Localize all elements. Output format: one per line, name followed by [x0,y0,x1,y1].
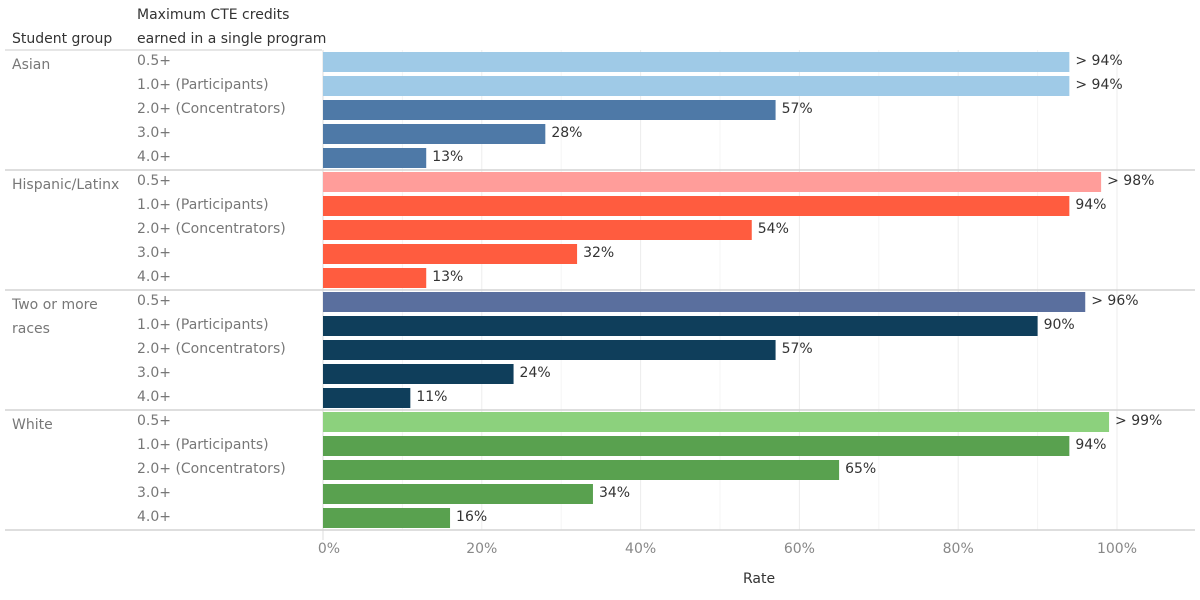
category-label: 3.0+ [137,485,171,501]
bar [323,100,776,120]
data-label: > 94% [1075,53,1123,69]
category-label: 0.5+ [137,413,171,429]
category-label: 3.0+ [137,125,171,141]
bar [323,220,752,240]
bar [323,148,427,168]
category-label: 0.5+ [137,293,171,309]
data-label: 16% [456,509,488,525]
data-label: 28% [551,125,583,141]
category-label: 4.0+ [137,269,171,285]
data-label: 34% [598,485,631,501]
x-tick-label: 40% [625,541,657,557]
data-label: 54% [757,221,789,237]
data-label: 13% [432,149,464,165]
data-label: > 96% [1091,293,1139,309]
category-label: 0.5+ [137,173,171,189]
bar [323,244,578,264]
bar [323,460,840,480]
bar [323,484,593,504]
group-label: White [12,417,53,433]
category-label: 2.0+ (Concentrators) [137,341,286,357]
bar [323,316,1038,336]
category-label: 4.0+ [137,149,171,165]
bar [323,268,427,288]
header-cte-credits: Maximum CTE credits earned in a single p… [137,7,327,47]
data-label: 57% [781,341,813,357]
category-label: 3.0+ [137,365,171,381]
bar [323,388,411,408]
header-student-group: Student group [12,31,113,47]
x-tick-label: 20% [466,541,498,557]
data-label: 94% [1075,437,1107,453]
category-label: 4.0+ [137,389,171,405]
bar [323,172,1102,192]
category-label: 2.0+ (Concentrators) [137,101,286,117]
bar [323,436,1070,456]
category-label: 2.0+ (Concentrators) [137,461,286,477]
data-label: 90% [1043,317,1075,333]
x-axis-label: Rate [743,571,776,587]
category-label: 1.0+ (Participants) [137,197,269,213]
category-label: 1.0+ (Participants) [137,77,269,93]
group-label: Asian [12,57,51,73]
data-label: 57% [781,101,813,117]
category-label: 1.0+ (Participants) [137,437,269,453]
category-label: 2.0+ (Concentrators) [137,221,286,237]
group-label: Two or more races [12,297,98,337]
bar [323,124,546,144]
data-label: 13% [432,269,464,285]
category-label: 0.5+ [137,53,171,69]
bar [323,52,1070,72]
data-label: 94% [1075,197,1107,213]
data-label: > 99% [1115,413,1163,429]
category-label: 4.0+ [137,509,171,525]
data-label: > 98% [1107,173,1155,189]
bar [323,292,1086,312]
bar [323,508,451,528]
data-label: 32% [583,245,615,261]
category-label: 3.0+ [137,245,171,261]
bar [323,76,1070,96]
x-tick-label: 0% [317,541,341,557]
x-tick-label: 80% [942,541,974,557]
bar [323,196,1070,216]
category-label: 1.0+ (Participants) [137,317,269,333]
data-label: 24% [519,365,551,381]
bar [323,364,514,384]
data-label: 11% [416,389,448,405]
bar [323,412,1110,432]
x-tick-label: 60% [783,541,815,557]
group-label: Hispanic/Latinx [12,177,120,193]
data-label: > 94% [1075,77,1123,93]
data-label: 65% [845,461,877,477]
x-tick-label: 100% [1096,541,1138,557]
bar [323,340,776,360]
